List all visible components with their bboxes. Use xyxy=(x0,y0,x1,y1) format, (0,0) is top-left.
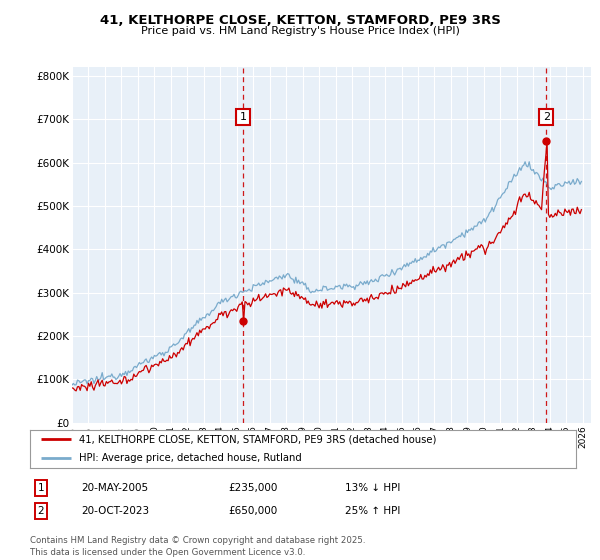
Text: 2: 2 xyxy=(37,506,44,516)
Text: £235,000: £235,000 xyxy=(228,483,277,493)
Text: 1: 1 xyxy=(239,112,247,122)
Text: 25% ↑ HPI: 25% ↑ HPI xyxy=(345,506,400,516)
Text: 1: 1 xyxy=(37,483,44,493)
Text: 13% ↓ HPI: 13% ↓ HPI xyxy=(345,483,400,493)
Text: £650,000: £650,000 xyxy=(228,506,277,516)
Text: 41, KELTHORPE CLOSE, KETTON, STAMFORD, PE9 3RS (detached house): 41, KELTHORPE CLOSE, KETTON, STAMFORD, P… xyxy=(79,434,437,444)
Text: 20-MAY-2005: 20-MAY-2005 xyxy=(81,483,148,493)
Text: 2: 2 xyxy=(543,112,550,122)
Text: 41, KELTHORPE CLOSE, KETTON, STAMFORD, PE9 3RS: 41, KELTHORPE CLOSE, KETTON, STAMFORD, P… xyxy=(100,14,500,27)
Text: Contains HM Land Registry data © Crown copyright and database right 2025.
This d: Contains HM Land Registry data © Crown c… xyxy=(30,536,365,557)
Text: HPI: Average price, detached house, Rutland: HPI: Average price, detached house, Rutl… xyxy=(79,453,302,463)
Text: Price paid vs. HM Land Registry's House Price Index (HPI): Price paid vs. HM Land Registry's House … xyxy=(140,26,460,36)
Text: 20-OCT-2023: 20-OCT-2023 xyxy=(81,506,149,516)
